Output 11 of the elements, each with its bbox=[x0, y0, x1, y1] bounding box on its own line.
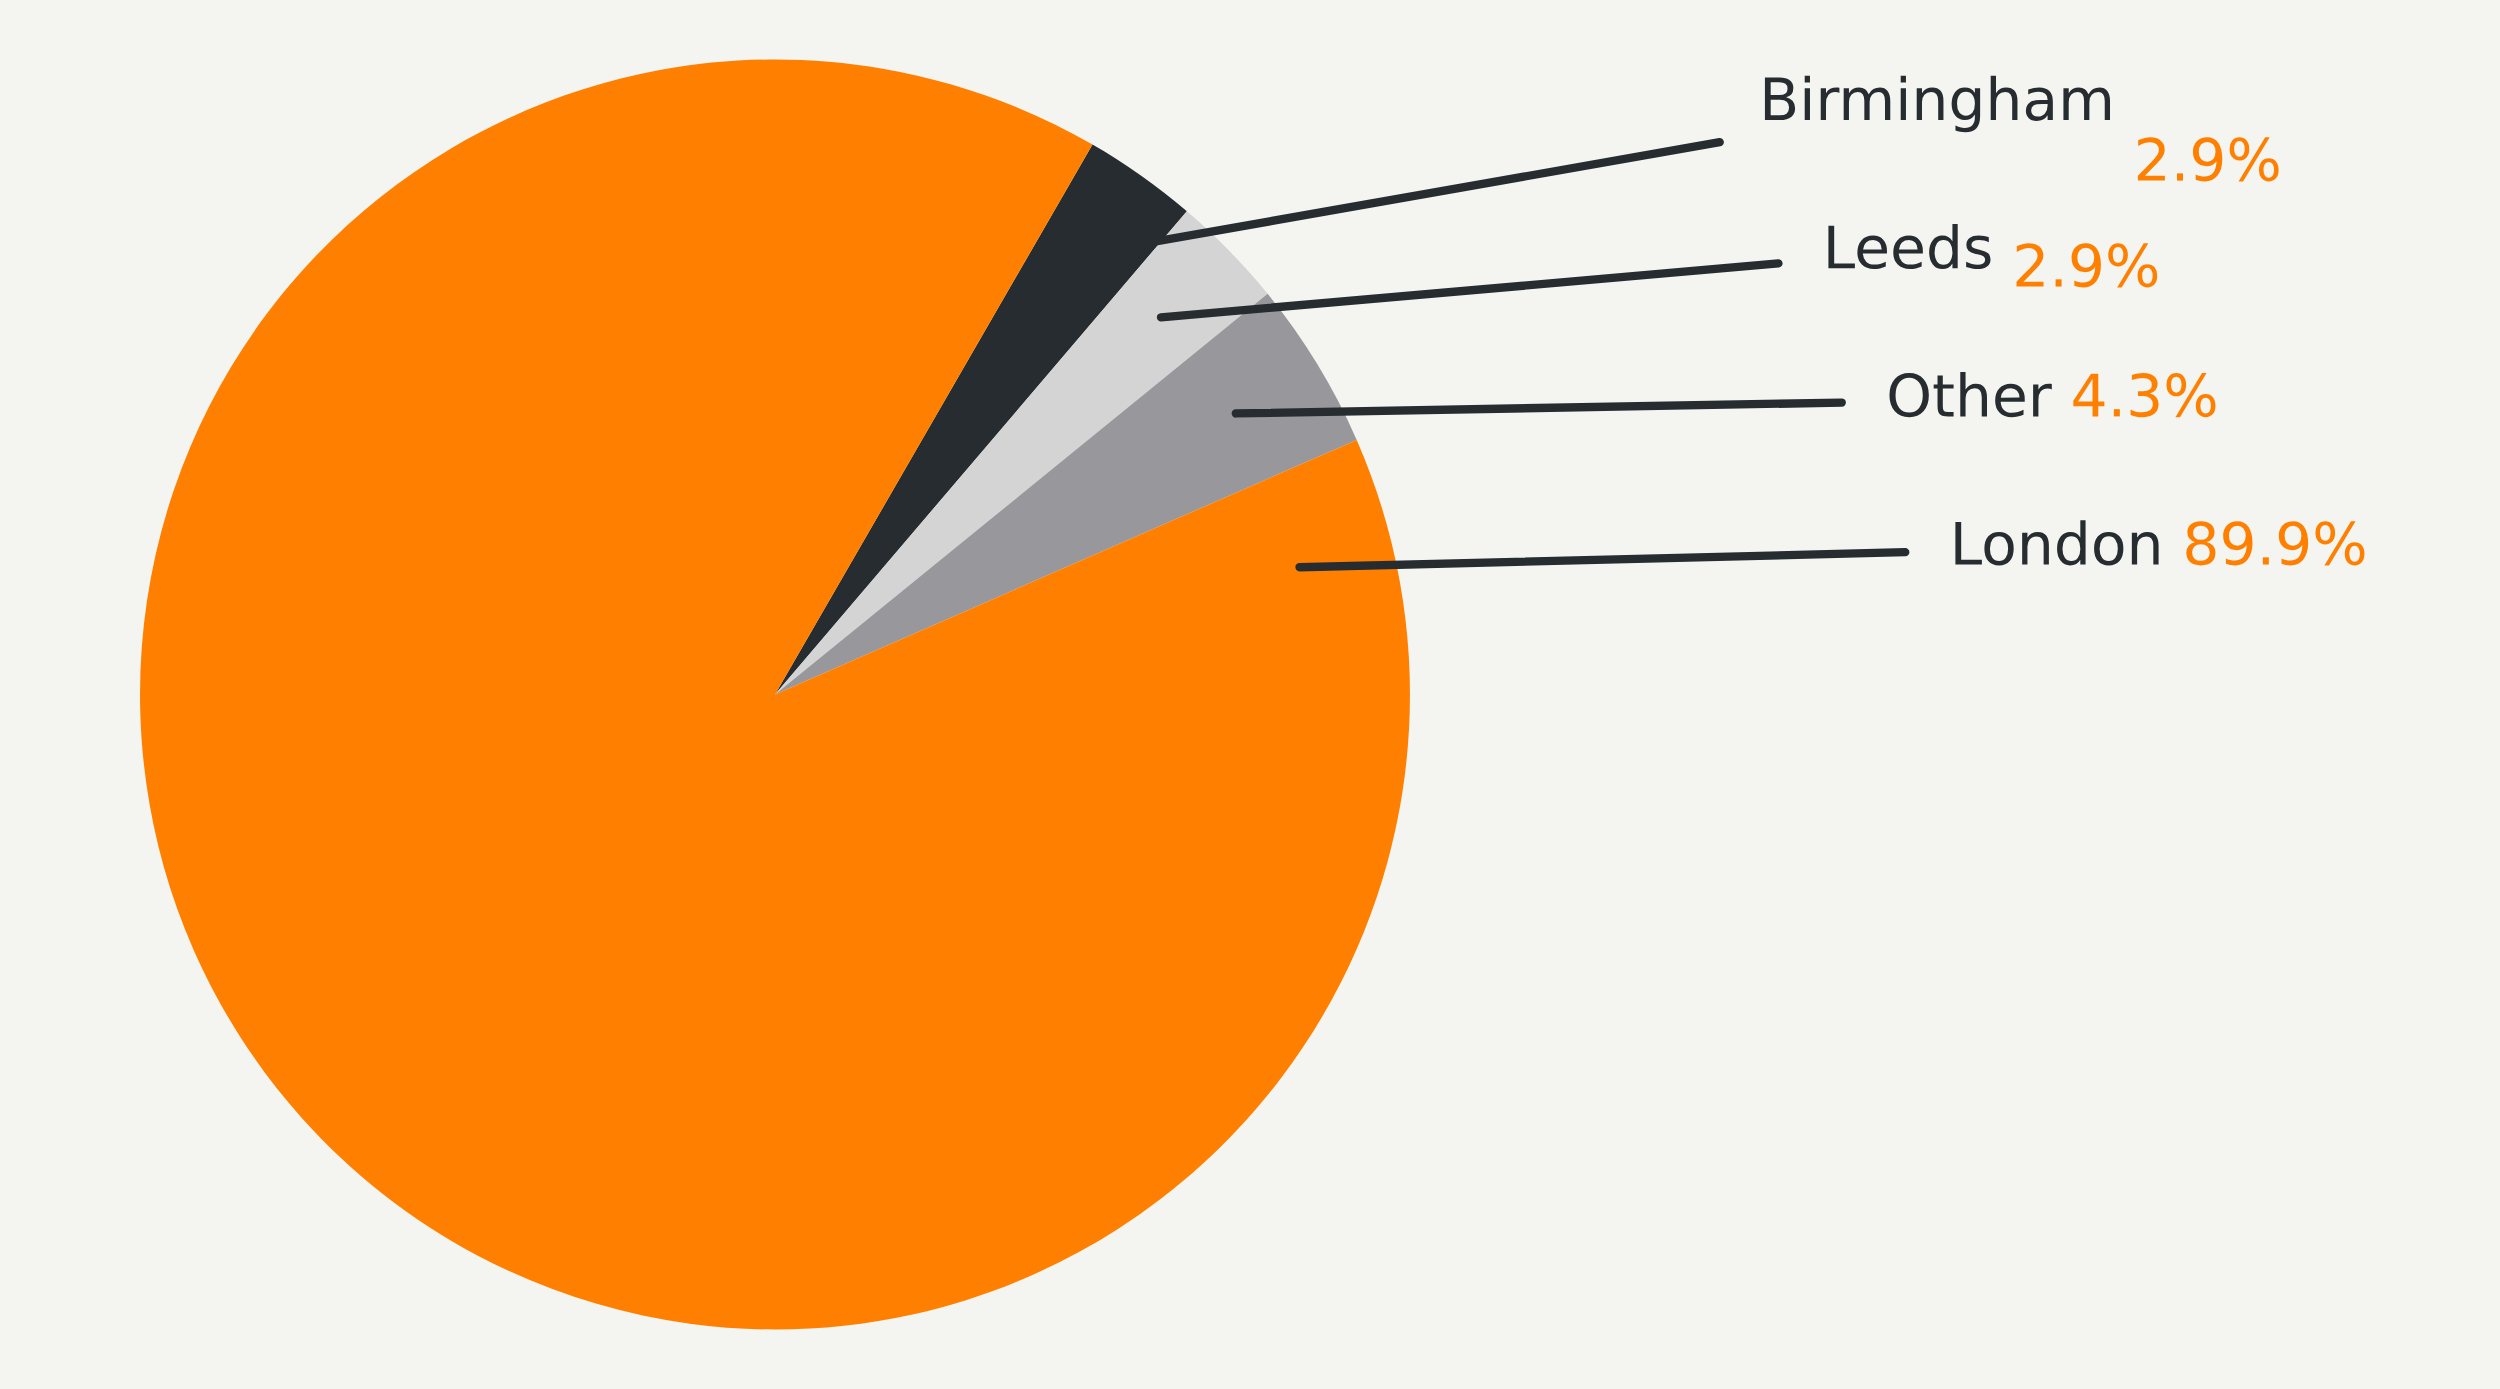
slice-label: Other bbox=[1889, 372, 2052, 418]
data-label: 89.9% bbox=[2186, 521, 2365, 566]
slice-label: Birmingham bbox=[1764, 75, 2111, 133]
data-label: 2.9% bbox=[2016, 243, 2158, 288]
data-label: 4.3% bbox=[2073, 373, 2216, 418]
data-label: 2.9% bbox=[2137, 137, 2279, 182]
slice-label: Leeds bbox=[1828, 223, 1991, 270]
pie-slice bbox=[775, 293, 1357, 695]
pie-slice bbox=[775, 211, 1268, 695]
pie-slice bbox=[140, 59, 1410, 1330]
slice-label: London bbox=[1955, 520, 2159, 566]
